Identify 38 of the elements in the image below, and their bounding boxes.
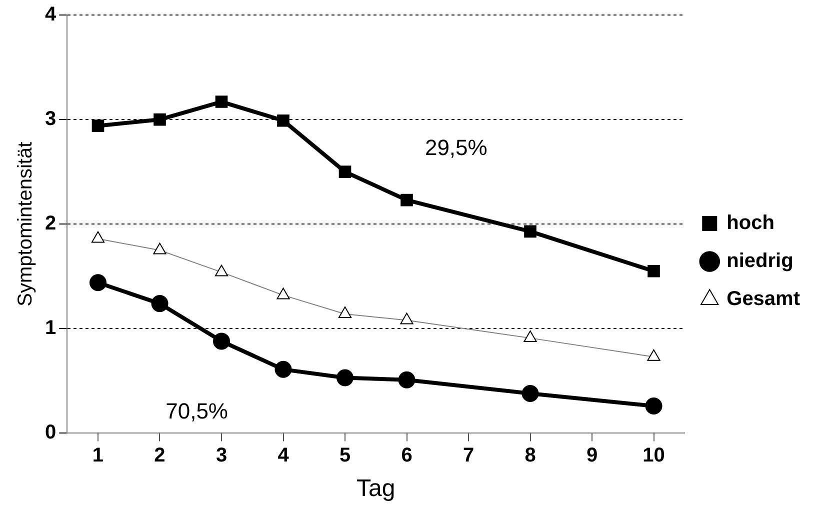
x-tick-label: 2 bbox=[154, 444, 166, 467]
point bbox=[645, 398, 662, 415]
point bbox=[336, 369, 354, 386]
legend-label: Gesamt bbox=[726, 288, 800, 310]
annotation: 29,5% bbox=[424, 134, 488, 160]
point bbox=[213, 332, 230, 350]
y-tick-label: 3 bbox=[45, 108, 56, 130]
x-tick-label: 7 bbox=[462, 444, 474, 467]
point bbox=[151, 295, 168, 312]
x-axis-title: Tag bbox=[356, 475, 396, 502]
point bbox=[92, 120, 104, 132]
x-tick-label: 8 bbox=[524, 444, 536, 467]
legend-label: hoch bbox=[726, 212, 774, 234]
point bbox=[90, 274, 106, 292]
point bbox=[274, 360, 292, 378]
point bbox=[338, 166, 352, 178]
annotation: 70,5% bbox=[166, 398, 228, 424]
x-tick-label: 10 bbox=[642, 444, 665, 467]
y-tick-label: 0 bbox=[45, 422, 56, 444]
point bbox=[400, 194, 413, 206]
x-tick-label: 9 bbox=[586, 444, 598, 467]
point bbox=[648, 264, 660, 278]
point bbox=[522, 384, 539, 402]
point bbox=[398, 371, 416, 388]
y-tick-label: 2 bbox=[45, 212, 56, 235]
y-tick-label: 1 bbox=[45, 317, 56, 340]
y-tick-label: 4 bbox=[45, 4, 57, 26]
legend-label: niedrig bbox=[726, 250, 794, 272]
x-tick-label: 1 bbox=[92, 444, 104, 467]
point bbox=[524, 225, 536, 238]
point bbox=[154, 113, 166, 126]
x-tick-label: 5 bbox=[339, 444, 351, 467]
x-tick-label: 4 bbox=[278, 444, 290, 467]
x-tick-label: 3 bbox=[216, 444, 228, 467]
point bbox=[215, 96, 228, 108]
x-tick-label: 6 bbox=[401, 444, 412, 467]
point bbox=[277, 114, 290, 127]
y-axis-title: Symptomintensität bbox=[14, 141, 37, 306]
